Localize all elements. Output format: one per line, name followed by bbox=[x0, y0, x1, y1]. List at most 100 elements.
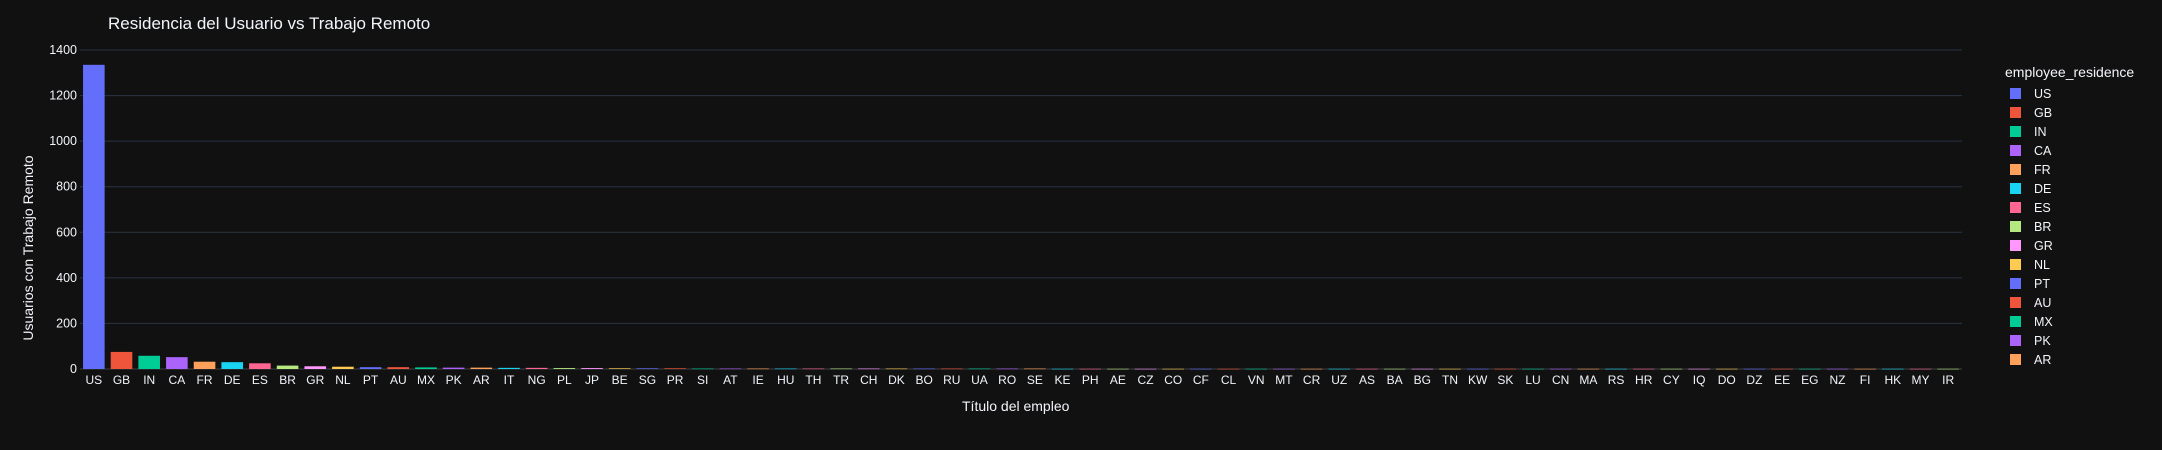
bar-dz[interactable] bbox=[1743, 368, 1766, 370]
bar-hr[interactable] bbox=[1632, 368, 1655, 370]
legend-item-us[interactable]: US bbox=[2010, 84, 2053, 103]
bar-ar[interactable] bbox=[470, 367, 493, 369]
bar-ca[interactable] bbox=[166, 357, 188, 369]
legend-item-mx[interactable]: MX bbox=[2010, 312, 2053, 331]
legend-item-pt[interactable]: PT bbox=[2010, 274, 2053, 293]
bar-si[interactable] bbox=[691, 368, 714, 370]
bar-pt[interactable] bbox=[359, 367, 382, 369]
x-tick-label: DE bbox=[224, 373, 241, 387]
x-tick-label: SG bbox=[639, 373, 656, 387]
legend-item-gb[interactable]: GB bbox=[2010, 103, 2053, 122]
legend-item-in[interactable]: IN bbox=[2010, 122, 2053, 141]
legend-item-fr[interactable]: FR bbox=[2010, 160, 2053, 179]
bar-cy[interactable] bbox=[1660, 368, 1683, 370]
bar-jp[interactable] bbox=[581, 368, 603, 369]
bar-ch[interactable] bbox=[857, 368, 880, 370]
bar-as[interactable] bbox=[1356, 368, 1378, 370]
bar-fi[interactable] bbox=[1854, 368, 1876, 370]
x-tick-label: JP bbox=[585, 373, 599, 387]
bar-ua[interactable] bbox=[968, 368, 991, 370]
bar-au[interactable] bbox=[387, 367, 410, 369]
bar-br[interactable] bbox=[276, 365, 299, 369]
y-tick-label: 200 bbox=[56, 316, 77, 330]
legend-item-ar[interactable]: AR bbox=[2010, 350, 2053, 369]
legend-item-nl[interactable]: NL bbox=[2010, 255, 2053, 274]
bar-tr[interactable] bbox=[830, 368, 852, 370]
bar-it[interactable] bbox=[498, 367, 520, 369]
bar-us[interactable] bbox=[83, 64, 105, 369]
legend-swatch bbox=[2010, 107, 2021, 118]
bar-es[interactable] bbox=[249, 363, 271, 369]
bar-fr[interactable] bbox=[193, 361, 216, 369]
bar-cz[interactable] bbox=[1134, 368, 1157, 370]
bar-do[interactable] bbox=[1715, 368, 1738, 370]
chart-title: Residencia del Usuario vs Trabajo Remoto bbox=[108, 14, 431, 33]
bar-ir[interactable] bbox=[1937, 368, 1959, 370]
bar-tn[interactable] bbox=[1439, 368, 1461, 370]
bar-pr[interactable] bbox=[664, 368, 686, 369]
bar-eg[interactable] bbox=[1798, 368, 1821, 370]
legend-item-gr[interactable]: GR bbox=[2010, 236, 2053, 255]
legend-label: NL bbox=[2034, 257, 2050, 272]
legend-item-es[interactable]: ES bbox=[2010, 198, 2053, 217]
bar-ee[interactable] bbox=[1771, 368, 1793, 370]
bar-pk[interactable] bbox=[442, 367, 465, 369]
bar-be[interactable] bbox=[608, 368, 631, 369]
legend-swatch bbox=[2010, 126, 2021, 137]
bar-se[interactable] bbox=[1024, 368, 1046, 370]
x-tick-label: VN bbox=[1248, 373, 1265, 387]
bar-mx[interactable] bbox=[415, 367, 437, 369]
bar-ng[interactable] bbox=[525, 367, 548, 369]
bar-pl[interactable] bbox=[553, 368, 576, 369]
bar-cf[interactable] bbox=[1190, 368, 1212, 370]
bar-ma[interactable] bbox=[1577, 368, 1600, 370]
bar-sg[interactable] bbox=[636, 368, 659, 369]
legend-item-pk[interactable]: PK bbox=[2010, 331, 2053, 350]
bar-ke[interactable] bbox=[1051, 368, 1074, 370]
bar-ph[interactable] bbox=[1079, 368, 1101, 370]
x-tick-label: NZ bbox=[1829, 373, 1845, 387]
bar-hk[interactable] bbox=[1882, 368, 1904, 370]
bar-co[interactable] bbox=[1162, 368, 1185, 370]
bar-bo[interactable] bbox=[913, 368, 935, 370]
bar-gr[interactable] bbox=[304, 366, 327, 369]
bar-iq[interactable] bbox=[1688, 368, 1710, 370]
x-tick-label: CY bbox=[1663, 373, 1680, 387]
bar-cn[interactable] bbox=[1549, 368, 1572, 370]
bar-cr[interactable] bbox=[1300, 368, 1323, 370]
bar-nz[interactable] bbox=[1826, 368, 1849, 370]
legend-label: ES bbox=[2034, 200, 2051, 215]
bar-hu[interactable] bbox=[774, 368, 797, 370]
bar-ae[interactable] bbox=[1107, 368, 1129, 370]
bar-bg[interactable] bbox=[1411, 368, 1434, 370]
x-tick-label: AR bbox=[473, 373, 490, 387]
bar-in[interactable] bbox=[138, 355, 160, 369]
bar-rs[interactable] bbox=[1605, 368, 1627, 370]
bar-uz[interactable] bbox=[1328, 368, 1351, 370]
bar-ba[interactable] bbox=[1383, 368, 1406, 370]
bar-kw[interactable] bbox=[1466, 368, 1489, 370]
bar-at[interactable] bbox=[719, 368, 742, 370]
legend-item-br[interactable]: BR bbox=[2010, 217, 2053, 236]
bar-nl[interactable] bbox=[332, 366, 354, 369]
bar-lu[interactable] bbox=[1522, 368, 1544, 370]
bar-ro[interactable] bbox=[996, 368, 1018, 370]
bar-de[interactable] bbox=[221, 362, 244, 369]
x-tick-label: MX bbox=[417, 373, 435, 387]
bar-vn[interactable] bbox=[1245, 368, 1268, 370]
x-tick-label: TN bbox=[1442, 373, 1458, 387]
legend-item-de[interactable]: DE bbox=[2010, 179, 2053, 198]
bar-th[interactable] bbox=[802, 368, 825, 370]
x-tick-label: MT bbox=[1275, 373, 1293, 387]
legend: US GB IN CA FR DE ES BR GR NL PT AU MX PK AR bbox=[2010, 84, 2053, 369]
bar-my[interactable] bbox=[1909, 368, 1932, 370]
legend-item-au[interactable]: AU bbox=[2010, 293, 2053, 312]
legend-item-ca[interactable]: CA bbox=[2010, 141, 2053, 160]
bar-sk[interactable] bbox=[1494, 368, 1517, 370]
bar-dk[interactable] bbox=[885, 368, 908, 370]
bar-ru[interactable] bbox=[941, 368, 963, 370]
bar-ie[interactable] bbox=[747, 368, 769, 370]
bar-mt[interactable] bbox=[1273, 368, 1295, 370]
bar-gb[interactable] bbox=[110, 351, 133, 369]
bar-cl[interactable] bbox=[1217, 368, 1240, 370]
